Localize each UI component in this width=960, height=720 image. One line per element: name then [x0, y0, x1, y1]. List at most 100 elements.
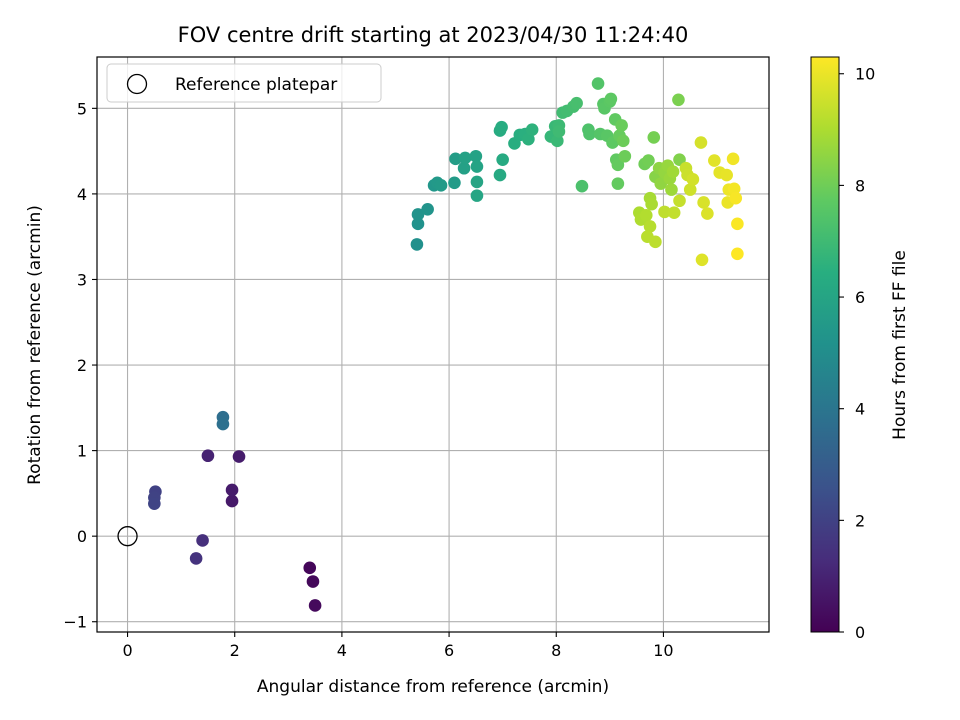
x-tick-label: 2	[230, 641, 240, 660]
colorbar-tick-label: 10	[855, 65, 875, 84]
x-tick-label: 0	[122, 641, 132, 660]
data-point	[673, 153, 686, 166]
y-tick-label: 3	[77, 270, 87, 289]
data-point	[720, 168, 733, 182]
legend-box	[106, 63, 382, 103]
y-tick-label: 4	[77, 185, 87, 204]
data-point	[611, 177, 625, 190]
data-point	[201, 449, 215, 463]
y-tick-label: −1	[63, 613, 87, 632]
data-point	[729, 191, 743, 205]
data-point	[575, 179, 589, 193]
data-point	[552, 125, 566, 138]
data-point	[469, 149, 483, 163]
data-point	[701, 207, 714, 220]
data-point	[672, 93, 685, 107]
colorbar-tick-label: 4	[855, 400, 865, 419]
data-point	[583, 127, 596, 141]
legend-label: Reference platepar	[175, 75, 337, 95]
colorbar-ticks: 0 2 4 6 8 10	[839, 65, 875, 642]
data-point	[604, 92, 618, 106]
data-point	[616, 134, 630, 148]
data-point	[232, 450, 246, 463]
data-point	[667, 206, 681, 220]
data-point	[658, 205, 671, 219]
data-point	[673, 194, 686, 208]
data-point	[495, 120, 508, 134]
data-point	[225, 483, 239, 497]
x-tick-label: 10	[653, 641, 673, 660]
plot-frame	[96, 56, 770, 633]
y-tick-label: 1	[77, 442, 87, 461]
data-point	[666, 165, 680, 178]
data-point	[470, 175, 484, 189]
data-point	[410, 238, 424, 251]
x-tick-label: 6	[444, 641, 454, 660]
data-point	[457, 161, 471, 175]
legend: Reference platepar	[106, 63, 382, 103]
data-point	[525, 123, 539, 137]
reference-marker-layer	[117, 526, 138, 547]
data-point	[649, 235, 662, 249]
data-point	[216, 417, 230, 431]
legend-marker	[126, 73, 148, 95]
colorbar-gradient	[810, 56, 840, 633]
data-point	[458, 151, 472, 165]
y-axis-label: Rotation from reference (arcmin)	[25, 205, 45, 485]
data-point	[551, 134, 564, 148]
data-point	[686, 173, 700, 186]
colorbar-tick-label: 2	[855, 511, 865, 530]
data-point	[683, 183, 697, 196]
data-point	[642, 154, 655, 167]
data-point	[449, 152, 462, 166]
data-point	[665, 183, 678, 196]
y-tick-label: 5	[77, 99, 87, 118]
data-point	[411, 217, 425, 231]
colorbar-tick-label: 6	[855, 288, 865, 307]
data-point	[308, 599, 322, 612]
data-point	[225, 494, 239, 508]
data-point	[731, 217, 744, 231]
x-tick-label: 4	[337, 641, 347, 660]
colorbar-tick-label: 0	[855, 623, 865, 642]
grid	[97, 57, 769, 632]
x-axis-label: Angular distance from reference (arcmin)	[257, 677, 609, 697]
data-point	[695, 253, 709, 267]
reference-platepar-marker	[117, 526, 138, 547]
data-point	[708, 154, 721, 167]
y-tick-label: 2	[77, 356, 87, 375]
data-point	[496, 153, 509, 166]
x-axis-ticks: 0 2 4 6 8 10	[122, 632, 674, 660]
colorbar-tick-label: 8	[855, 176, 865, 195]
data-point	[470, 189, 484, 202]
data-point	[726, 152, 740, 166]
data-point	[189, 552, 203, 565]
y-axis-ticks: −1 0 1 2 3 4 5	[63, 99, 97, 632]
data-point	[697, 196, 710, 209]
data-point	[421, 203, 434, 216]
data-point	[470, 160, 484, 173]
data-point	[694, 136, 708, 149]
data-point	[148, 497, 161, 510]
data-point	[639, 208, 653, 222]
data-point	[731, 247, 744, 261]
data-point	[727, 182, 741, 196]
data-point	[570, 96, 583, 110]
data-point	[647, 131, 661, 144]
data-point	[645, 197, 658, 211]
data-point	[611, 158, 625, 172]
data-point	[618, 149, 632, 163]
data-point	[591, 77, 605, 90]
data-point	[643, 220, 657, 233]
data-point	[493, 168, 507, 182]
data-point	[448, 176, 461, 190]
chart-title: FOV centre drift starting at 2023/04/30 …	[178, 23, 689, 47]
data-point	[434, 179, 448, 192]
data-point	[306, 575, 320, 588]
x-tick-label: 8	[551, 641, 561, 660]
data-points	[148, 77, 744, 612]
y-tick-label: 0	[77, 527, 87, 546]
colorbar-label: Hours from first FF file	[890, 250, 910, 440]
data-point	[615, 119, 628, 132]
